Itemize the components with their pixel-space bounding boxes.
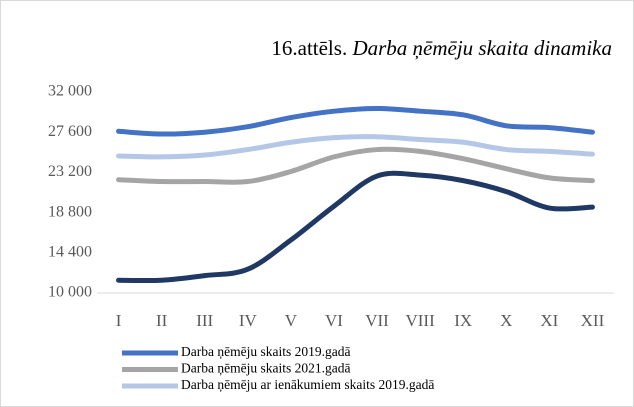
legend-label: Darba ņēmēju skaits 2021.gadā [181, 361, 350, 376]
x-tick-label: VI [325, 311, 343, 330]
x-tick-label: III [196, 311, 213, 330]
y-tick-label: 14 400 [48, 243, 92, 260]
x-tick-label: II [156, 311, 168, 330]
series-line [116, 134, 595, 160]
series-line [116, 105, 595, 137]
x-tick-label: V [285, 311, 298, 330]
x-tick-label: IV [239, 311, 258, 330]
x-tick-label: IX [454, 311, 472, 330]
x-tick-label: VIII [405, 311, 435, 330]
x-tick-label: XI [540, 311, 558, 330]
legend-label: Darba ņēmēju skaits 2019.gadā [181, 344, 350, 359]
x-tick-label: VII [365, 311, 389, 330]
y-tick-label: 10 000 [48, 284, 92, 301]
y-tick-label: 27 600 [48, 123, 92, 140]
chart-title: 16.attēls. Darba ņēmēju skaita dinamika [271, 36, 612, 60]
title-label: 16.attēls. [271, 36, 347, 60]
y-tick-label: 32 000 [48, 83, 92, 100]
x-tick-label: X [500, 311, 512, 330]
series-line [116, 170, 595, 284]
series-line [116, 146, 595, 185]
x-tick-label: XII [581, 311, 605, 330]
x-tick-label: I [116, 311, 122, 330]
title-text: Darba ņēmēju skaita dinamika [351, 36, 612, 60]
y-tick-label: 23 200 [48, 163, 92, 180]
legend-label: Darba ņēmēju ar ienākumiem skaits 2019.g… [181, 377, 434, 392]
y-tick-label: 18 800 [48, 203, 92, 220]
